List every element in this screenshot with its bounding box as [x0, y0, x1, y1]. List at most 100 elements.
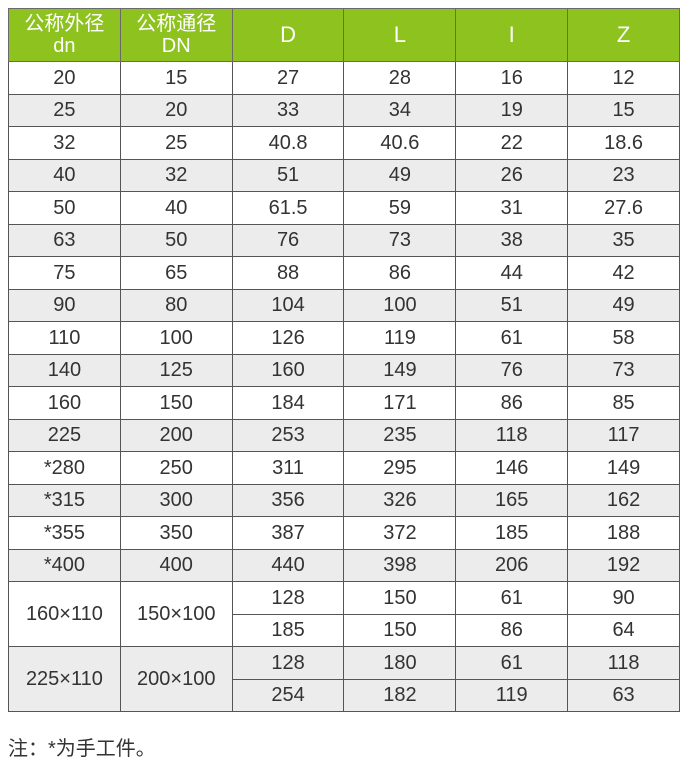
table-cell: 40 [8, 158, 121, 192]
table-cell: 73 [567, 353, 680, 387]
table-cell: 184 [231, 386, 345, 420]
table-row: 32 25 40.8 40.6 22 18.6 [8, 126, 680, 160]
footnote: 注：*为手工件。 [8, 738, 156, 760]
table-cell: 27 [231, 61, 345, 95]
dimension-table: 公称外径 dn 公称通径 DN D L I Z 20 15 27 28 16 12 25 20 33 34 19 1… [8, 8, 680, 712]
table-cell: 254 [231, 678, 345, 712]
table-cell: 206 [455, 548, 569, 582]
table-cell: *355 [8, 516, 121, 550]
table-cell: 119 [343, 321, 457, 355]
table-cell: 50 [119, 223, 233, 257]
table-cell: 140 [8, 353, 121, 387]
table-cell: 40 [119, 191, 233, 225]
table-row: 90 80 104 100 51 49 [8, 288, 680, 322]
table-cell: 311 [231, 451, 345, 485]
table-row: 160 150 184 171 86 85 [8, 386, 680, 420]
table-cell: 146 [455, 451, 569, 485]
table-cell: 61.5 [231, 191, 345, 225]
table-cell: 200 [119, 418, 233, 452]
table-cell: 63 [567, 678, 680, 712]
table-cell: 40.8 [231, 126, 345, 160]
table-cell: 86 [455, 386, 569, 420]
table-cell: 165 [455, 483, 569, 517]
table-cell: 118 [455, 418, 569, 452]
table-cell: 33 [231, 93, 345, 127]
table-cell: 160 [8, 386, 121, 420]
table-cell: 200×100 [119, 646, 233, 712]
table-cell: 150×100 [119, 581, 233, 647]
table-cell: 88 [231, 256, 345, 290]
table-cell: 15 [567, 93, 680, 127]
table-cell: 25 [8, 93, 121, 127]
table-cell: 65 [119, 256, 233, 290]
table-cell: 372 [343, 516, 457, 550]
table-cell: 90 [567, 581, 680, 615]
table-cell: 31 [455, 191, 569, 225]
table-cell: 225 [8, 418, 121, 452]
table-cell: 128 [231, 646, 345, 680]
table-cell: 26 [455, 158, 569, 192]
table-cell: 51 [455, 288, 569, 322]
table-cell: 149 [567, 451, 680, 485]
table-row: 185 150 86 64 [9, 613, 680, 647]
table-cell: 50 [8, 191, 121, 225]
table-cell: 63 [8, 223, 121, 257]
table-cell: 150 [343, 613, 457, 647]
table-cell: 185 [231, 613, 345, 647]
table-row: 20 15 27 28 16 12 [8, 61, 680, 95]
table-cell: 12 [567, 61, 680, 95]
table-cell: 160 [231, 353, 345, 387]
column-header: I [455, 8, 569, 62]
table-cell: 295 [343, 451, 457, 485]
table-cell: 110 [8, 321, 121, 355]
table-cell: 61 [455, 646, 569, 680]
table-cell: 22 [455, 126, 569, 160]
table-cell: 32 [119, 158, 233, 192]
table-cell: 86 [455, 613, 569, 647]
table-cell: 180 [343, 646, 457, 680]
table-cell: 19 [455, 93, 569, 127]
table-cell: 35 [567, 223, 680, 257]
table-cell: 126 [231, 321, 345, 355]
table-cell: 128 [231, 581, 345, 615]
table-cell: 100 [119, 321, 233, 355]
table-row: 110 100 126 119 61 58 [8, 321, 680, 355]
table-cell: 44 [455, 256, 569, 290]
table-cell: 326 [343, 483, 457, 517]
table-cell: 86 [343, 256, 457, 290]
table-cell: 75 [8, 256, 121, 290]
table-cell: *280 [8, 451, 121, 485]
table-row: *280 250 311 295 146 149 [8, 451, 680, 485]
table-cell: 350 [119, 516, 233, 550]
table-cell: 18.6 [567, 126, 680, 160]
table-cell: 27.6 [567, 191, 680, 225]
table-cell: 118 [567, 646, 680, 680]
table-cell: 58 [567, 321, 680, 355]
table-row: 225×110 200×100 128 180 61 118 [8, 646, 680, 712]
table-cell: 61 [455, 581, 569, 615]
table-cell: 15 [119, 61, 233, 95]
table-row: 63 50 76 73 38 35 [8, 223, 680, 257]
table-cell: 59 [343, 191, 457, 225]
table-cell: 80 [119, 288, 233, 322]
table-cell: 49 [567, 288, 680, 322]
table-cell: 16 [455, 61, 569, 95]
table-cell: 32 [8, 126, 121, 160]
table-cell: 225×110 [8, 646, 121, 712]
table-cell: 61 [455, 321, 569, 355]
header-row: 公称外径 dn 公称通径 DN D L I Z [8, 8, 680, 62]
table-cell: 185 [455, 516, 569, 550]
table-row: 225 200 253 235 118 117 [8, 418, 680, 452]
table-cell: 42 [567, 256, 680, 290]
table-cell: 188 [567, 516, 680, 550]
table-cell: 160×110 [8, 581, 121, 647]
table-cell: 192 [567, 548, 680, 582]
column-header: 公称外径 dn [8, 8, 121, 62]
table-row: 40 32 51 49 26 23 [8, 158, 680, 192]
table-cell: 73 [343, 223, 457, 257]
table-cell: 356 [231, 483, 345, 517]
table-cell: 400 [119, 548, 233, 582]
table-cell: 28 [343, 61, 457, 95]
table-cell: 64 [567, 613, 680, 647]
table-cell: 125 [119, 353, 233, 387]
